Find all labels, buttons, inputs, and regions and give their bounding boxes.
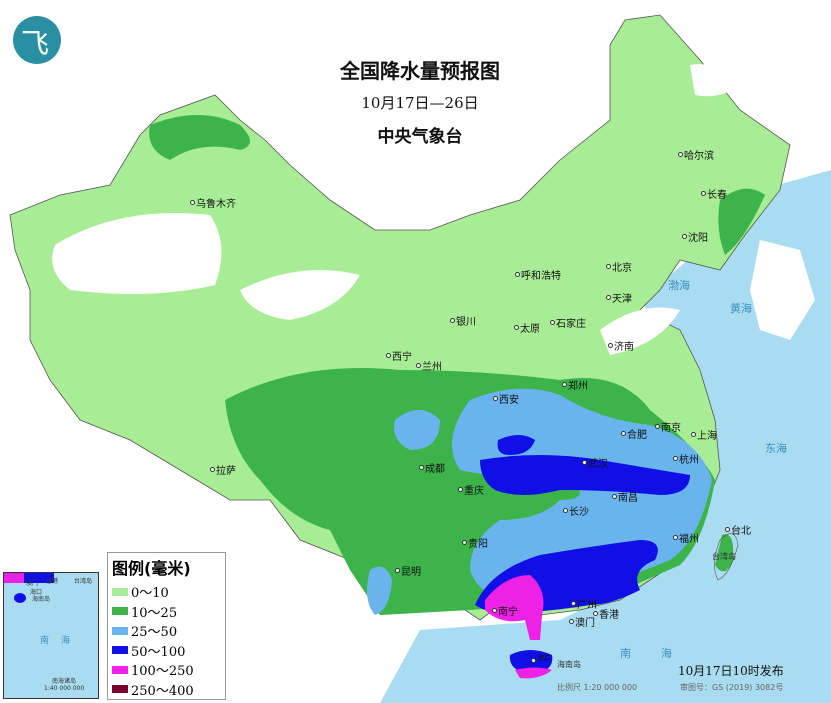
cma-logo-icon: 飞	[13, 16, 61, 64]
city-label: 银川	[450, 313, 476, 328]
legend-item: 100～250	[108, 660, 225, 680]
city-label: 长春	[701, 186, 727, 201]
city-label: 合肥	[621, 426, 647, 441]
date-range: 10月17日—26日	[361, 94, 479, 112]
city-label: 杭州	[673, 451, 699, 466]
city-label: 沈阳	[682, 229, 708, 244]
dry-zone-northeast	[690, 64, 740, 97]
island-label: 海南岛	[557, 660, 581, 669]
legend-title: 图例(毫米)	[112, 559, 191, 578]
review-number: 审图号：GS (2019) 3082号	[680, 683, 784, 692]
zone-10-25-xinjiang	[149, 115, 250, 160]
city-label: 呼和浩特	[515, 267, 561, 282]
inset-title: 南海诸岛	[52, 678, 77, 685]
city-label: 太原	[514, 320, 540, 335]
city-label: 贵阳	[462, 535, 488, 550]
city-label: 澳门	[569, 614, 595, 629]
city-label: 海口	[531, 654, 551, 663]
city-label: 石家庄	[550, 315, 586, 330]
island-label: 台湾岛	[712, 552, 736, 561]
legend-label: 250～400	[131, 683, 194, 699]
zone-10-25-taiwan	[715, 534, 734, 572]
legend-item: 250～400	[108, 680, 225, 700]
legend-swatch	[112, 646, 128, 655]
zone-100-250-guangxi	[485, 575, 544, 640]
legend-swatch	[112, 607, 128, 616]
sea-label: 黄海	[730, 302, 752, 315]
zone-50-100-north	[497, 435, 535, 455]
city-label: 拉萨	[210, 462, 236, 477]
inset-label: 海口	[30, 589, 43, 596]
legend-item: 10～25	[108, 602, 225, 622]
legend-swatch	[112, 685, 128, 694]
legend-label: 10～25	[131, 605, 178, 621]
city-label: 福州	[673, 530, 699, 545]
sea	[380, 170, 831, 703]
legend-label: 0～10	[131, 586, 169, 602]
city-label: 武汉	[582, 455, 608, 470]
city-label: 成都	[419, 460, 445, 475]
dry-zone-shandong	[600, 307, 680, 355]
legend-item: 0～10	[108, 582, 225, 602]
inset-label: 台湾岛	[74, 578, 93, 585]
city-label: 北京	[606, 259, 632, 274]
sea-label: 渤海	[668, 279, 690, 292]
inset-label: 海南岛	[32, 596, 51, 603]
legend-item: 50～100	[108, 641, 225, 661]
city-label: 南昌	[612, 489, 638, 504]
city-label: 哈尔滨	[678, 147, 714, 162]
zone-100-250-hainan	[515, 667, 552, 679]
dry-zone-tarim	[52, 213, 222, 294]
legend: 图例(毫米) 0～10 10～25 25～50 50～100 100～250 2…	[107, 552, 226, 700]
inset-label: 澳门	[26, 580, 39, 587]
city-label: 乌鲁木齐	[190, 195, 236, 210]
taiwan	[714, 533, 739, 581]
zone-25-50-yunnan	[366, 566, 392, 615]
city-label: 南京	[655, 419, 681, 434]
legend-swatch	[112, 626, 128, 635]
city-label: 台北	[725, 522, 751, 537]
legend-label: 25～50	[131, 625, 178, 641]
city-label: 长沙	[563, 503, 589, 518]
city-label: 西安	[493, 391, 519, 406]
city-label: 兰州	[416, 358, 442, 373]
inset-label: 香港	[46, 578, 59, 585]
inset-scale: 1:40 000 000	[44, 685, 85, 692]
zone-25-50-west	[394, 410, 440, 450]
city-label: 上海	[691, 427, 717, 442]
city-label: 南宁	[492, 603, 518, 618]
city-label: 郑州	[562, 377, 588, 392]
south-china-sea-inset: 澳门 香港 海口 海南岛 台湾岛 南海 南海诸岛 1:40 000 000	[3, 572, 99, 699]
legend-label: 50～100	[131, 644, 186, 660]
korea	[750, 240, 815, 340]
city-label: 重庆	[458, 482, 484, 497]
agency: 中央气象台	[377, 127, 463, 147]
dry-zone-north	[240, 270, 360, 320]
city-label: 昆明	[395, 563, 421, 578]
inset-sea-label: 南海	[40, 636, 83, 646]
city-label: 香港	[593, 606, 619, 621]
legend-label: 100～250	[131, 664, 194, 680]
legend-swatch	[112, 587, 128, 596]
city-label: 济南	[608, 338, 634, 353]
sea-label: 南海	[620, 647, 702, 660]
sea-label: 东海	[765, 442, 787, 455]
map-scale: 比例尺 1:20 000 000	[557, 683, 638, 692]
city-label: 天津	[606, 290, 632, 305]
city-label: 西宁	[386, 348, 412, 363]
zone-50-100-middle	[480, 455, 690, 495]
issued-time: 10月17日10时发布	[678, 664, 784, 678]
city-label: 广州	[571, 596, 597, 611]
legend-item: 25～50	[108, 621, 225, 641]
map-title: 全国降水量预报图	[340, 59, 500, 83]
zone-10-25-ne	[718, 188, 765, 255]
legend-swatch	[112, 665, 128, 674]
